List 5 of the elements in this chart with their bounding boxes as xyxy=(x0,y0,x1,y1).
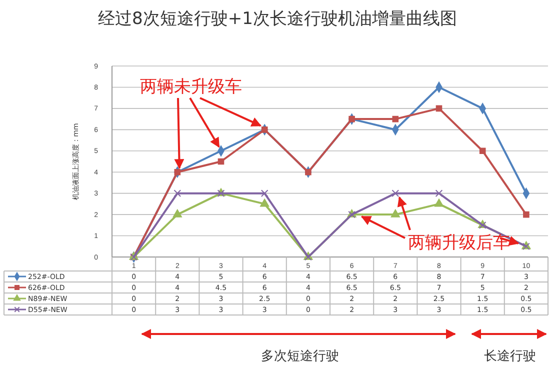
chart-title: 经过8次短途行驶+1次长途行驶机油增量曲线图 xyxy=(98,9,457,29)
text: 长途行驶 xyxy=(484,349,536,364)
text: 多次短途行驶 xyxy=(261,349,339,364)
annotation: 两辆升级后车 xyxy=(408,233,510,253)
annotation: 两辆未升级车 xyxy=(140,77,242,97)
